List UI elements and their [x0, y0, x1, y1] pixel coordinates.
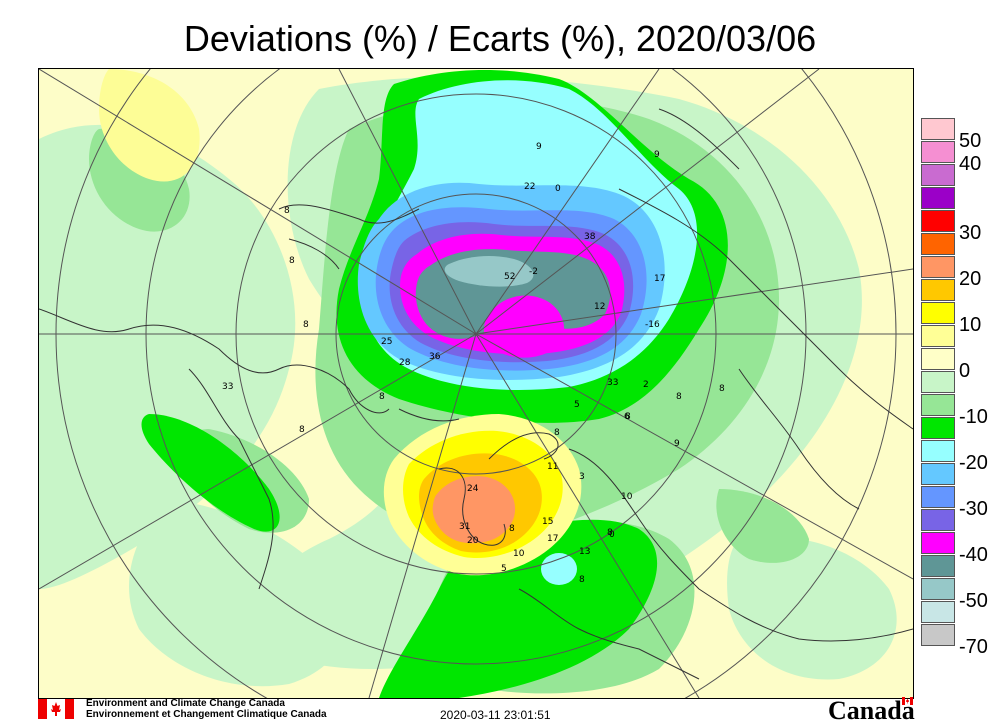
agency-name-english: Environment and Climate Change Canada [86, 698, 285, 709]
legend-label: 50 [959, 130, 982, 152]
station-label: -16 [645, 320, 660, 330]
legend-swatch [921, 486, 955, 508]
station-label: 5 [574, 400, 580, 410]
station-label: 8 [719, 384, 725, 394]
station-label: 8 [554, 428, 560, 438]
ozone-deviation-map: 8 8 8 8 8 8 8 8 8 9 9 9 0 -2 22 36 17 12… [38, 68, 914, 699]
map-title: Deviations (%) / Ecarts (%), 2020/03/06 [183, 18, 817, 59]
station-label: 8 [625, 412, 631, 422]
legend-label: -10 [959, 406, 988, 428]
legend-swatch [921, 532, 955, 554]
coastlines [39, 108, 913, 680]
station-label: -2 [529, 267, 538, 277]
legend-swatch [921, 279, 955, 301]
station-label: 8 [284, 206, 290, 216]
legend-label: -40 [959, 544, 988, 566]
station-label: 22 [524, 182, 535, 192]
legend-swatch [921, 555, 955, 577]
station-label: 9 [674, 439, 680, 449]
station-label: 36 [429, 352, 441, 362]
station-label: 8 [303, 320, 309, 330]
station-label: 5 [501, 564, 507, 574]
agency-name-french: Environnement et Changement Climatique C… [86, 709, 327, 720]
station-label: 8 [509, 524, 515, 534]
station-label: 6 [624, 412, 630, 422]
legend-label: -20 [959, 452, 988, 474]
legend-swatch [921, 463, 955, 485]
legend-swatch [921, 325, 955, 347]
legend-swatch [921, 118, 955, 140]
legend-label: -30 [959, 498, 988, 520]
legend-swatch [921, 256, 955, 278]
legend-swatch [921, 187, 955, 209]
legend-swatch [921, 440, 955, 462]
legend-label: -70 [959, 636, 988, 658]
legend-swatch [921, 371, 955, 393]
station-label: 12 [594, 302, 605, 312]
legend-swatch [921, 141, 955, 163]
station-label: 52 [504, 272, 515, 282]
station-label: 20 [467, 536, 479, 546]
legend-swatch [921, 302, 955, 324]
legend-swatch [921, 348, 955, 370]
legend-label: 20 [959, 268, 982, 290]
legend-swatch [921, 417, 955, 439]
small-cyan-cell [541, 553, 577, 585]
canada-wordmark: Canada [828, 696, 915, 725]
legend-swatch [921, 601, 955, 623]
legend-label: 0 [959, 360, 971, 382]
legend-swatch [921, 509, 955, 531]
generation-timestamp: 2020-03-11 23:01:51 [440, 708, 551, 722]
station-label: 8 [289, 256, 295, 266]
station-label: 31 [459, 522, 470, 532]
light-core [444, 256, 534, 287]
legend-swatch [921, 578, 955, 600]
legend-swatch [921, 164, 955, 186]
station-label: 3 [579, 472, 585, 482]
color-scale-legend: 50 40 30 20 10 0 -10 -20 -30 -40 -50 -70 [921, 118, 1000, 658]
station-label: 25 [381, 337, 392, 347]
yellow-patch-west [99, 69, 200, 182]
station-label: 15 [542, 517, 553, 527]
station-label: 10 [513, 549, 525, 559]
legend-label: 30 [959, 222, 982, 244]
legend-label: 10 [959, 314, 982, 336]
legend-swatch [921, 210, 955, 232]
legend-swatch [921, 233, 955, 255]
station-label: 9 [654, 150, 660, 160]
station-label: 0 [555, 184, 561, 194]
station-label: 13 [579, 547, 590, 557]
station-label: 9 [536, 142, 542, 152]
station-label: 17 [547, 534, 558, 544]
station-label: 2 [643, 380, 649, 390]
graticule [39, 69, 913, 698]
station-label: 8 [579, 575, 585, 585]
legend-swatch [921, 394, 955, 416]
station-label: 24 [467, 484, 479, 494]
station-label: 17 [654, 274, 665, 284]
station-label: 11 [547, 462, 558, 472]
station-label: 33 [607, 378, 618, 388]
legend-label: 40 [959, 153, 982, 175]
station-label: 8 [607, 528, 613, 538]
canada-flag-icon [38, 699, 74, 719]
europe-positive-anomaly [383, 414, 582, 576]
station-label: 8 [379, 392, 385, 402]
station-label: 0 [609, 530, 615, 540]
legend-swatch [921, 624, 955, 646]
station-label: 10 [621, 492, 633, 502]
station-label: 28 [399, 358, 411, 368]
station-label: 8 [299, 425, 305, 435]
station-label: 38 [584, 232, 596, 242]
station-label: 33 [222, 382, 233, 392]
station-markers: 8 8 8 8 8 8 8 8 8 9 9 9 0 -2 22 36 17 12… [222, 142, 725, 585]
station-label: 8 [676, 392, 682, 402]
legend-label: -50 [959, 590, 988, 612]
wordmark-flag-icon [902, 697, 913, 705]
